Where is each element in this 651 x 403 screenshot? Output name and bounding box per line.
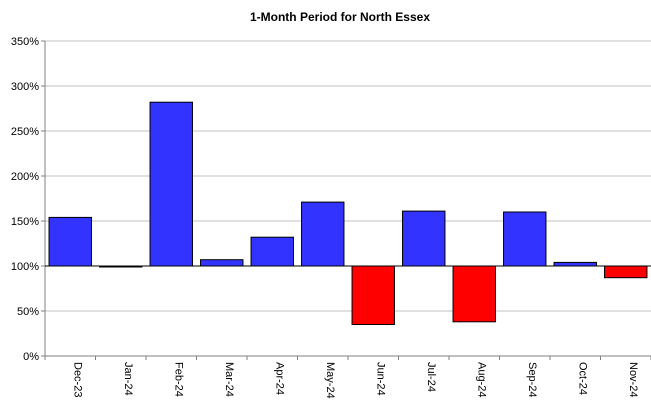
bar-jun-24 — [352, 266, 394, 325]
bar-feb-24 — [150, 102, 192, 266]
bar-nov-24 — [605, 266, 647, 278]
bar-jul-24 — [403, 211, 445, 266]
bar-dec-23 — [49, 217, 91, 266]
bar-oct-24 — [554, 262, 596, 266]
bar-sep-24 — [504, 212, 546, 266]
bar-mar-24 — [201, 260, 243, 266]
y-tick-label: 0% — [23, 351, 39, 363]
x-tick-label: Jul-24 — [425, 362, 437, 392]
x-axis-ticks: Dec-23 Jan-24 Feb-24 Mar-24 Apr-24 May-24 Jun-… — [71, 362, 639, 399]
y-tick-label: 150% — [11, 216, 39, 228]
y-axis-ticks: 0% 50% 100% 150% 200% 250% 300% 350% — [11, 36, 39, 363]
y-tick-label: 50% — [17, 306, 39, 318]
x-tick-label: Oct-24 — [576, 362, 588, 395]
gridlines — [45, 41, 651, 311]
y-tick-label: 200% — [11, 171, 39, 183]
bars — [49, 102, 647, 324]
x-tick-label: Apr-24 — [273, 362, 285, 395]
bar-apr-24 — [251, 237, 293, 266]
x-tick-label: Feb-24 — [172, 362, 184, 397]
y-tick-label: 300% — [11, 81, 39, 93]
x-tick-label: Mar-24 — [223, 362, 235, 397]
x-tick-label: Dec-23 — [71, 362, 83, 397]
x-tick-label: May-24 — [324, 362, 336, 399]
y-tick-label: 250% — [11, 126, 39, 138]
bar-aug-24 — [453, 266, 495, 322]
x-tick-label: Nov-24 — [627, 362, 639, 397]
x-tick-label: Sep-24 — [526, 362, 538, 397]
axes — [41, 41, 651, 360]
x-tick-label: Aug-24 — [475, 362, 487, 397]
y-tick-label: 100% — [11, 261, 39, 273]
x-tick-label: Jun-24 — [374, 362, 386, 396]
x-tick-label: Jan-24 — [122, 362, 134, 396]
bar-may-24 — [302, 202, 344, 266]
y-tick-label: 350% — [11, 36, 39, 48]
chart-title: 1-Month Period for North Essex — [250, 10, 430, 24]
